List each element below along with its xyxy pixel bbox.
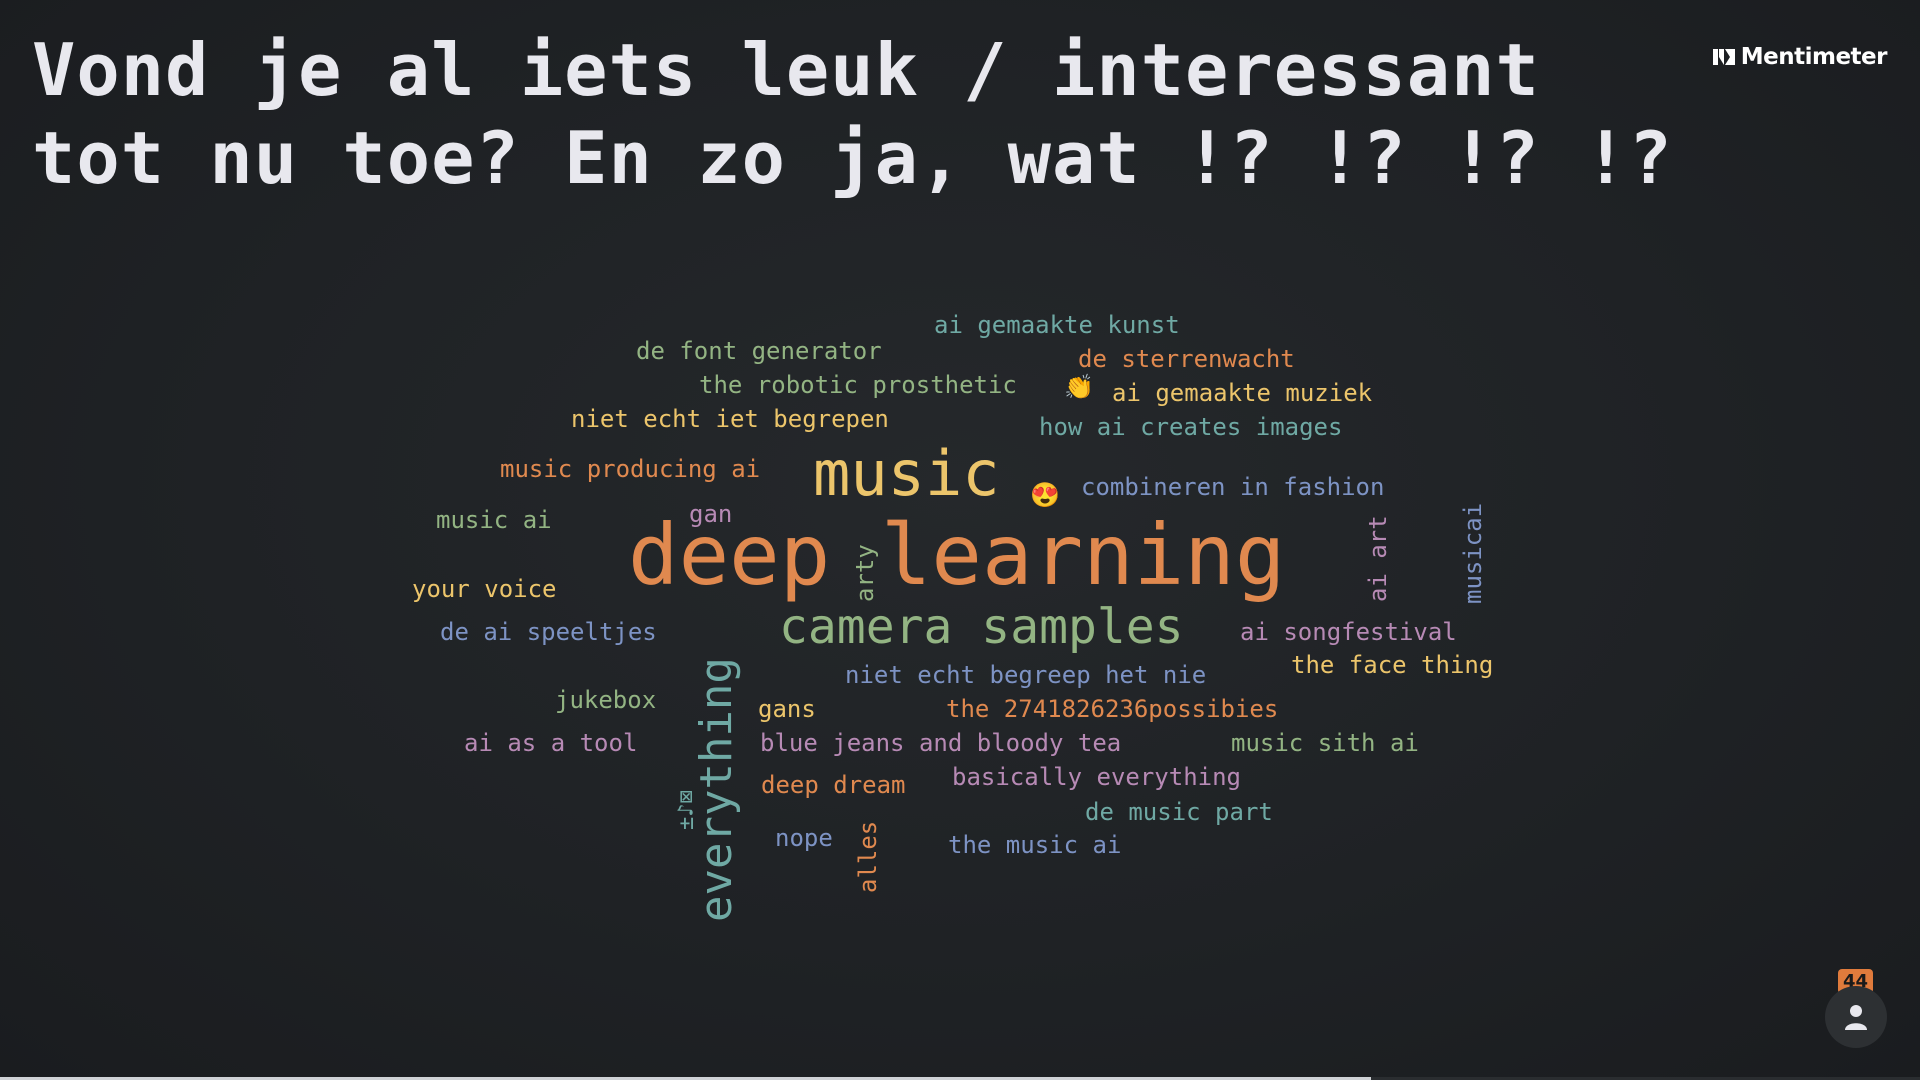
word-cloud-word: ai gemaakte muziek <box>1112 379 1373 407</box>
word-cloud-word: ai gemaakte kunst <box>934 311 1180 339</box>
word-cloud-word: niet echt iet begrepen <box>571 405 889 433</box>
word-cloud-word: gan <box>689 500 733 528</box>
brand-name: Mentimeter <box>1740 44 1888 70</box>
word-cloud-word-vertical: ai art <box>1364 515 1392 602</box>
word-cloud-word: music producing ai <box>500 455 761 483</box>
word-cloud-word: the 2741826236possibies <box>946 695 1279 723</box>
word-cloud-word: de ai speeltjes <box>440 618 657 646</box>
word-cloud-word: de font generator <box>636 337 882 365</box>
word-cloud-word: music sith ai <box>1231 729 1419 757</box>
word-cloud-word: music <box>813 437 1000 510</box>
mentimeter-logo: Mentimeter <box>1712 44 1888 70</box>
word-cloud-word: camera samples <box>779 599 1184 655</box>
progress-track <box>0 1077 1920 1080</box>
word-cloud-word-vertical: ±♪⊠ <box>674 790 699 830</box>
word-cloud-word: ai as a tool <box>464 729 638 757</box>
word-cloud-word-vertical: alles <box>854 820 882 893</box>
word-cloud-word: your voice <box>412 575 557 603</box>
person-icon <box>1845 1005 1867 1030</box>
word-cloud-word: combineren in fashion <box>1081 473 1385 501</box>
mentimeter-logo-icon <box>1712 49 1735 65</box>
question-title: Vond je al iets leuk / interessant tot n… <box>32 28 1673 200</box>
word-cloud-word-vertical: everything <box>691 657 742 922</box>
word-cloud-word: nope <box>775 824 833 852</box>
word-cloud-word: the robotic prosthetic <box>699 371 1017 399</box>
word-cloud-word-vertical: arty <box>851 544 879 602</box>
word-cloud-word: basically everything <box>952 763 1241 791</box>
word-cloud-word: 👏 <box>1064 373 1094 401</box>
word-cloud-word: music ai <box>436 506 552 534</box>
progress-fill <box>0 1077 1371 1080</box>
word-cloud-word: niet echt begreep het nie <box>845 661 1207 689</box>
word-cloud-word: the face thing <box>1291 651 1494 679</box>
word-cloud-word-vertical: musicai <box>1459 502 1487 604</box>
word-cloud-word: gans <box>758 695 816 723</box>
word-cloud-word: ai songfestival <box>1240 618 1457 646</box>
word-cloud-word: blue jeans and bloody tea <box>760 729 1122 757</box>
word-cloud-word: de music part <box>1085 798 1273 826</box>
participants-button[interactable] <box>1825 986 1887 1048</box>
word-cloud-word: deep learning <box>628 506 1286 604</box>
word-cloud-word: 😍 <box>1030 481 1060 509</box>
word-cloud-word: de sterrenwacht <box>1078 345 1295 373</box>
word-cloud-word: deep dream <box>761 771 906 799</box>
word-cloud-word: how ai creates images <box>1039 413 1343 441</box>
word-cloud-word: the music ai <box>948 831 1122 859</box>
word-cloud-word: jukebox <box>555 686 657 714</box>
